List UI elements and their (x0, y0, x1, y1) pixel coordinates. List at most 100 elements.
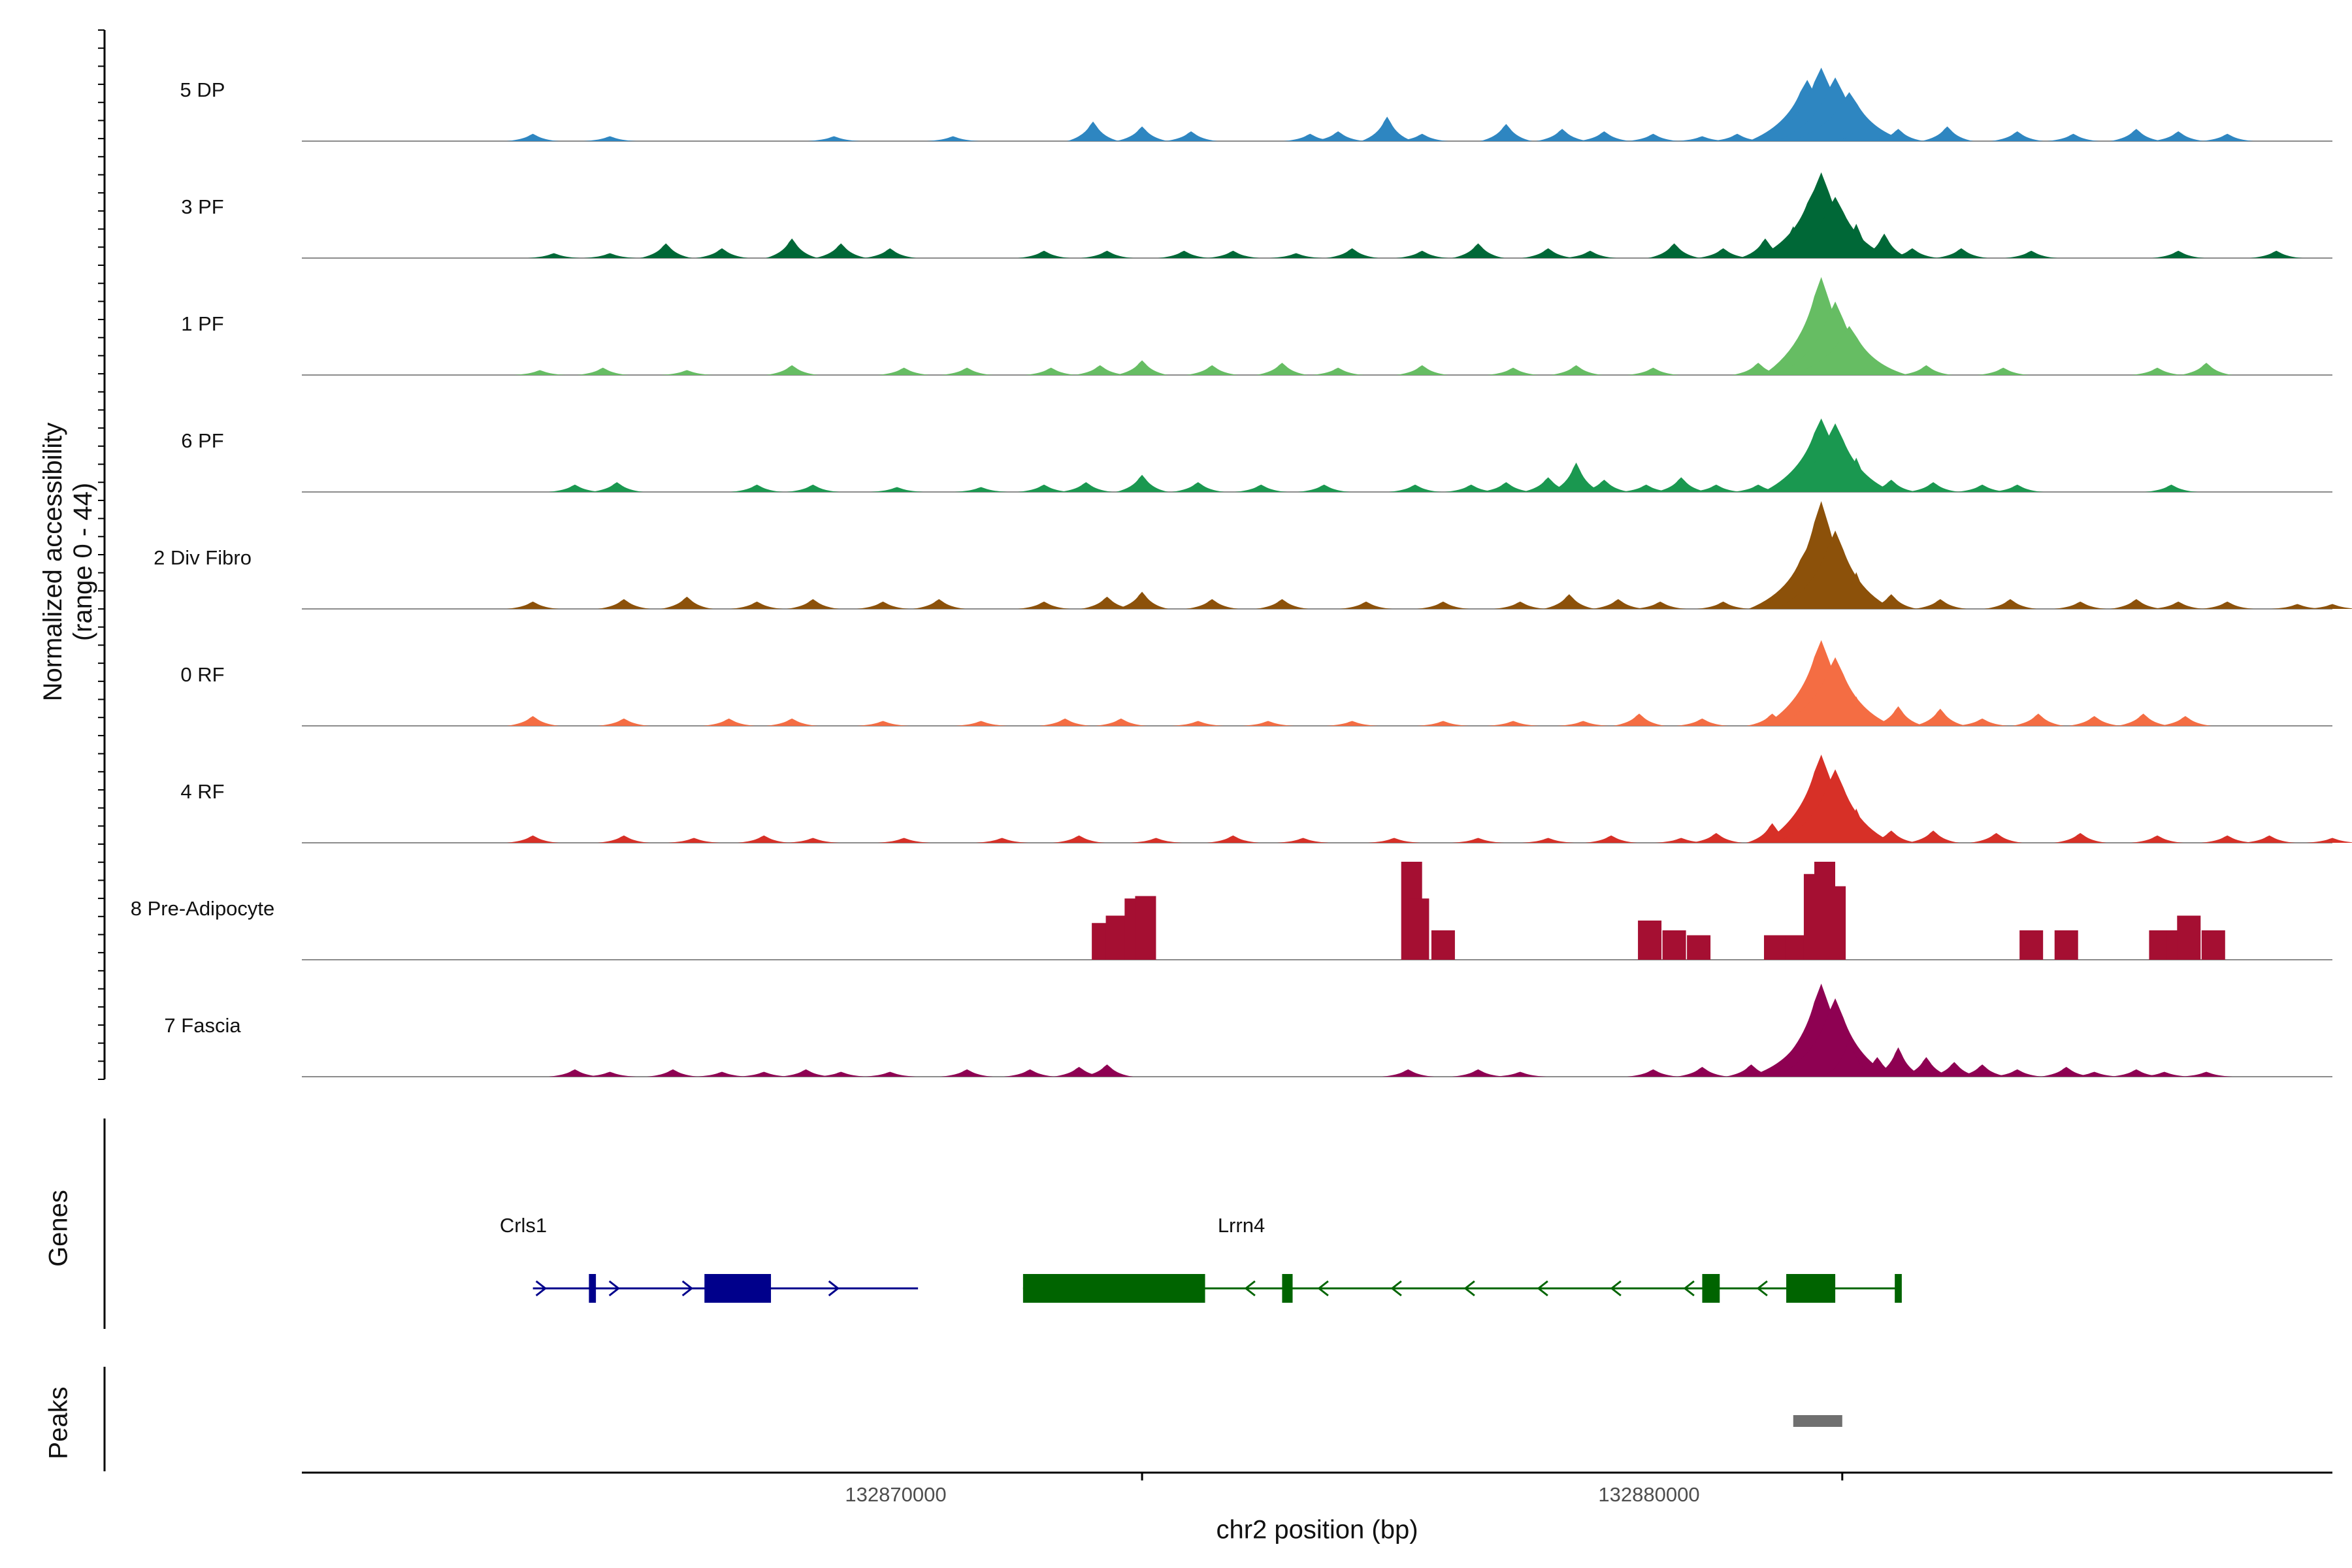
coverage-peak (1634, 601, 1687, 609)
coverage-peak (2054, 930, 2078, 960)
coverage-peak (1241, 721, 1294, 726)
coverage-peak (1627, 133, 1680, 141)
coverage-peak (1130, 838, 1183, 843)
coverage-peak (779, 1069, 832, 1077)
coverage-peak (2047, 133, 2100, 141)
coverage-peak (1830, 808, 1883, 843)
strand-arrow (681, 1280, 694, 1297)
coverage-peak (2068, 1071, 2121, 1077)
coverage-peak (2131, 367, 2184, 375)
track-label-2-div-fibro: 2 Div Fibro (154, 546, 252, 569)
coverage-peak (696, 248, 749, 258)
coverage-peak (2152, 131, 2205, 141)
track-2-div-fibro (302, 501, 2352, 610)
track-label-4-rf: 4 RF (180, 780, 225, 803)
track-8-pre-adipocyte (302, 862, 2332, 960)
exon (1702, 1274, 1720, 1303)
coverage-peak (857, 721, 909, 726)
coverage-peak (1563, 250, 1616, 258)
coverage-peak (877, 838, 930, 843)
track-label-0-rf: 0 RF (180, 663, 225, 686)
coverage-peak (766, 238, 819, 258)
coverage-peak (583, 1071, 636, 1077)
track-label-7-fascia: 7 Fascia (164, 1014, 241, 1037)
coverage-peak (941, 367, 994, 375)
coverage-peak (1081, 250, 1134, 258)
coverage-peak (1790, 326, 1908, 375)
exon (1022, 1274, 1205, 1303)
peak-region (1793, 1415, 1842, 1427)
coverage-peak (1785, 935, 1809, 960)
coverage-peak (808, 136, 860, 141)
coverage-peak (955, 721, 1007, 726)
coverage-peak (870, 487, 923, 492)
coverage-peak (2145, 484, 2198, 492)
coverage-peak (913, 599, 966, 609)
coverage-peak (1256, 363, 1309, 375)
strand-arrow (1537, 1280, 1548, 1297)
track-1-pf (302, 277, 2332, 376)
coverage-peak (1956, 484, 2009, 492)
coverage-peak (2054, 833, 2107, 843)
coverage-peak (1158, 250, 1211, 258)
coverage-peak (2068, 716, 2121, 726)
strand-arrow (1317, 1280, 1329, 1297)
y-axis-label-line2: (range 0 - 44) (69, 482, 97, 642)
coverage-peak (1620, 484, 1673, 492)
coverage-peak (1408, 898, 1429, 960)
coverage-peak (1648, 243, 1701, 258)
coverage-peak (1585, 835, 1638, 843)
coverage-peak (1024, 367, 1077, 375)
coverage-peak (1116, 474, 1169, 492)
coverage-peak (548, 1069, 601, 1077)
coverage-peak (1935, 248, 1987, 258)
coverage-peak (1186, 365, 1239, 375)
coverage-peak (1612, 713, 1665, 726)
coverage-peak (668, 838, 721, 843)
coverage-peak (1690, 484, 1742, 492)
coverage-peak (1171, 482, 1224, 492)
coverage-peak (1256, 599, 1309, 609)
coverage-peak (1094, 718, 1147, 726)
coverage-peak (1914, 599, 1967, 609)
coverage-peak (2110, 1069, 2163, 1077)
coverage-peak (1235, 484, 1288, 492)
coverage-peak (1116, 591, 1169, 609)
coverage-peak (1865, 830, 1918, 843)
y-axis-label-line1: Normalized accessibility (39, 422, 67, 702)
coverage-peak (597, 835, 650, 843)
coverage-peak (1676, 718, 1729, 726)
coverage-peak (1207, 835, 1260, 843)
coverage-peak (1676, 136, 1729, 141)
coverage-peak (1487, 367, 1540, 375)
coverage-peak (1480, 123, 1533, 141)
coverage-peak (2019, 930, 2044, 960)
coverage-peak (1416, 601, 1469, 609)
gene-crls1 (532, 1274, 919, 1303)
coverage-peak (1638, 921, 1662, 960)
coverage-peak (730, 484, 783, 492)
coverage-peak (1711, 133, 1764, 141)
coverage-peak (2201, 930, 2225, 960)
coverage-peak (2201, 133, 2254, 141)
strand-arrow (1683, 1280, 1695, 1297)
track-3-pf (302, 172, 2332, 259)
coverage-peak (1396, 365, 1448, 375)
coverage-peak (1326, 248, 1379, 258)
coverage-peak (877, 367, 930, 375)
coverage-peak (2012, 713, 2065, 726)
coverage-peak (1627, 367, 1680, 375)
track-5-dp (302, 67, 2332, 142)
strand-arrow (535, 1280, 547, 1297)
coverage-peak (583, 136, 636, 141)
coverage-peak (1592, 599, 1644, 609)
coverage-peak (1928, 1062, 1981, 1077)
coverage-peak (1830, 696, 1883, 726)
coverage-peak (1872, 1047, 1925, 1077)
coverage-peak (1367, 838, 1420, 843)
coverage-peak (2177, 915, 2201, 960)
coverage-peak (597, 718, 650, 726)
coverage-peak (864, 248, 917, 258)
coverage-peak (1269, 253, 1322, 258)
